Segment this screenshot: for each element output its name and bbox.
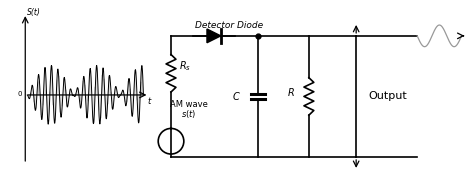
- Text: $C$: $C$: [232, 90, 240, 102]
- Text: Detector Diode: Detector Diode: [194, 21, 263, 30]
- Text: t: t: [147, 97, 151, 106]
- Text: 0: 0: [18, 91, 22, 97]
- Text: AM wave: AM wave: [170, 100, 208, 109]
- Text: $s(t)$: $s(t)$: [181, 108, 197, 120]
- Text: $R$: $R$: [287, 87, 295, 98]
- Text: Output: Output: [368, 92, 407, 101]
- Text: S(t): S(t): [27, 8, 41, 17]
- Text: $R_s$: $R_s$: [179, 59, 191, 73]
- Polygon shape: [207, 29, 221, 43]
